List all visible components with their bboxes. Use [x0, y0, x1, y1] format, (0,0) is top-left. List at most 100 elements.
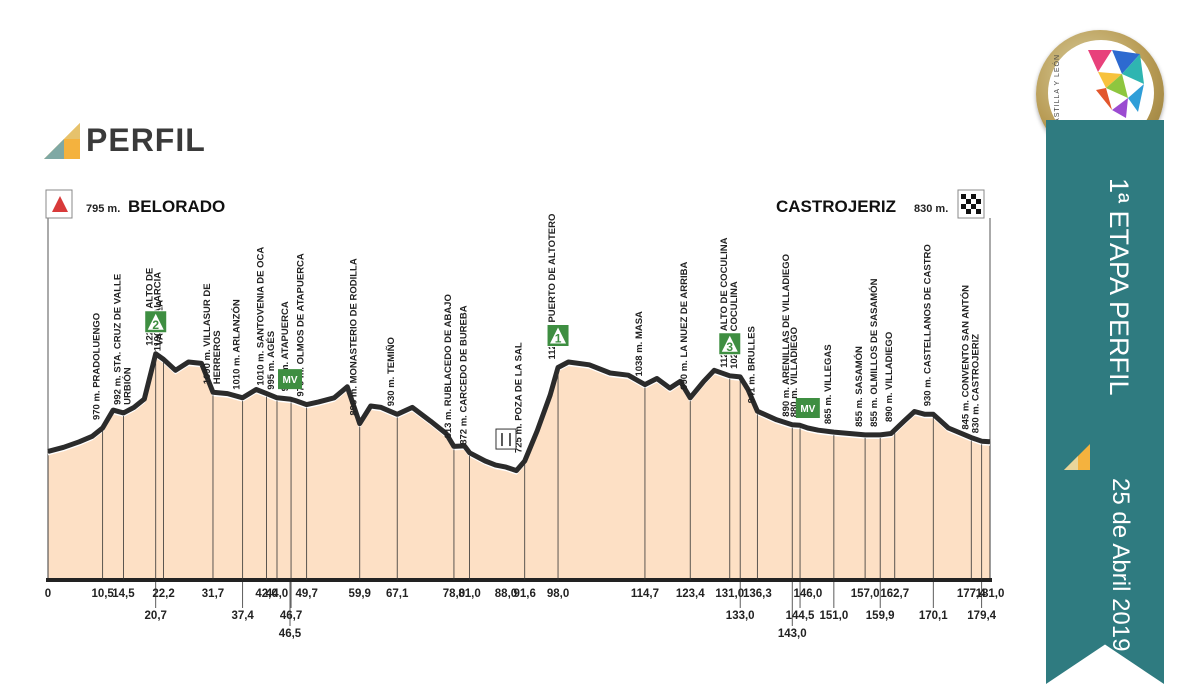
feed-zone-icon — [495, 428, 517, 450]
km-tick-label: 59,9 — [349, 588, 371, 600]
sprint-label: MV — [800, 404, 815, 415]
mountain-icon — [550, 327, 567, 344]
waypoint-label: 880 m. VILLADIEGO — [789, 327, 800, 417]
checker-square — [961, 204, 966, 209]
waypoint-label: 1090 m. VILLASUR DE — [202, 283, 213, 384]
waypoint-label: HERREROS — [212, 330, 223, 384]
checker-square — [961, 194, 966, 199]
km-tick-label: 146,0 — [793, 588, 822, 600]
km-tick-label: 170,1 — [919, 610, 948, 622]
km-tick-label: 0 — [45, 588, 51, 600]
waypoint-label: 980 m. ATAPUERCA — [280, 301, 291, 391]
waypoint-label: 813 m. RUBLACEDO DE ABAJO — [443, 294, 454, 438]
km-tick-label: 22,2 — [152, 588, 174, 600]
waypoint-label: 1120 m. ALTO DE COCULINA — [719, 237, 730, 367]
km-tick-label: 157,0 — [851, 588, 880, 600]
waypoint-label: 896 m. MONASTERIO DE RODILLA — [349, 258, 360, 415]
start-name: BELORADO — [128, 197, 225, 216]
stage-title: 1ª ETAPA PERFIL — [1104, 178, 1134, 396]
waypoint-label: 941 m. BRULLES — [746, 326, 757, 403]
km-tick-label: 162,7 — [880, 588, 909, 600]
waypoint-label: 995 m. AGÉS — [266, 331, 277, 390]
km-tick-label: 133,0 — [726, 610, 755, 622]
waypoint-label: 1120 m. PUERTO DE ALTOTERO — [547, 214, 558, 360]
stage-ribbon — [1046, 120, 1164, 684]
waypoint-label: 845 m. CONVENTO SAN ANTÓN — [959, 285, 971, 430]
km-tick-label: 37,4 — [231, 610, 254, 622]
mountain-icon — [721, 335, 738, 352]
km-tick-label: 42,0 — [255, 588, 277, 600]
waypoint-label: 992 m. STA. CRUZ DE VALLE — [112, 274, 123, 405]
profile-highlight-line — [47, 355, 991, 475]
waypoint-label: 855 m. OLMILLOS DE SASAMÓN — [868, 278, 880, 426]
perfil-header: PERFIL — [44, 122, 206, 159]
km-tick-label: 46,7 — [280, 610, 302, 622]
km-tick-label: 143,0 — [778, 628, 807, 640]
waypoint-label: 872 m. CARCEDO DE BUREBA — [459, 305, 470, 444]
page-title: PERFIL — [86, 122, 206, 158]
km-tick-label: 20,7 — [145, 610, 167, 622]
km-tick-label: 179,4 — [967, 610, 996, 622]
km-tick-label: 44,0 — [266, 588, 288, 600]
waypoint-label: 970 m. OLMOS DE ATAPUERCA — [296, 253, 307, 397]
checker-square — [971, 194, 976, 199]
waypoint-label: 1225 m. ALTO DE — [145, 268, 156, 346]
km-tick-label: 177,4 — [957, 588, 986, 600]
waypoint-label: 970 m. PRADOLUENGO — [92, 313, 103, 420]
brand-logo-text: CASTILLA Y LEÓN — [1054, 53, 1061, 129]
waypoint-label: 1038 m. MASA — [634, 311, 645, 377]
waypoint-label: URBIÓN — [121, 367, 133, 405]
waypoint-label: 890 m. VILLADIEGO — [884, 332, 895, 422]
km-tick-label: 46,5 — [279, 628, 302, 640]
km-tick-label: 88,0 — [495, 588, 517, 600]
sprint-badge — [795, 398, 820, 418]
km-tick-label: 78,0 — [443, 588, 465, 600]
km-tick-label: 49,7 — [295, 588, 317, 600]
start-triangle-icon — [52, 196, 68, 212]
waypoint-label: 1010 m. SANTOVENIA DE OCA — [256, 247, 267, 386]
km-tick-label: 131,0 — [715, 588, 744, 600]
km-tick-label: 136,3 — [743, 588, 772, 600]
waypoint-label: 990 m. LA NUEZ DE ARRIBA — [679, 262, 690, 390]
checker-square — [971, 204, 976, 209]
km-tick-label: 14,5 — [112, 588, 135, 600]
waypoint-label: 930 m. CASTELLANOS DE CASTRO — [922, 244, 933, 406]
km-tick-label: 67,1 — [386, 588, 409, 600]
km-tick-label: 151,0 — [819, 610, 848, 622]
km-tick-label: 123,4 — [676, 588, 705, 600]
checker-square — [966, 199, 971, 204]
waypoint-label: 865 m. VILLEGAS — [823, 344, 834, 424]
climb-category: 3 — [726, 340, 733, 354]
brand-mosaic-icon — [1088, 50, 1144, 118]
climb-category: 1 — [555, 332, 562, 346]
km-tick-label: 91,6 — [514, 588, 536, 600]
sprint-badge — [278, 369, 303, 390]
perfil-logo-icon — [44, 122, 80, 159]
km-tick-label: 181,0 — [976, 588, 1005, 600]
waypoint-label: 1010 m. ARLANZÓN — [231, 299, 243, 390]
waypoint-label: 830 m. CASTROJERIZ — [971, 334, 982, 433]
km-tick-label: 114,7 — [631, 588, 659, 600]
checker-square — [976, 209, 981, 214]
waypoint-label: 930 m. TEMIÑO — [386, 337, 397, 406]
waypoint-label: 725 m. POZA DE LA SAL — [514, 342, 525, 453]
waypoint-label: 890 m. ARENILLAS DE VILLADIEGO — [781, 254, 792, 417]
checker-square — [966, 209, 971, 214]
waypoint-label: 855 m. SASAMÓN — [853, 346, 865, 427]
km-tick-label: 31,7 — [202, 588, 224, 600]
sprint-label: MV — [283, 375, 298, 386]
checker-square — [976, 199, 981, 204]
finish-elevation: 830 m. — [914, 203, 948, 215]
mountain-icon — [147, 313, 164, 330]
waypoint-label: 1020 m. COCULINA — [729, 281, 740, 369]
finish-name: CASTROJERIZ — [776, 197, 896, 216]
km-tick-label: 144,5 — [786, 610, 815, 622]
km-tick-label: 159,9 — [866, 610, 895, 622]
stage-date: 25 de Abril 2019 — [1107, 478, 1134, 652]
ribbon-logo-icon — [1064, 444, 1090, 470]
climb-category: 2 — [152, 318, 159, 332]
km-tick-label: 81,0 — [458, 588, 480, 600]
profile-line — [47, 351, 991, 474]
km-tick-label: 10,5 — [91, 588, 114, 600]
